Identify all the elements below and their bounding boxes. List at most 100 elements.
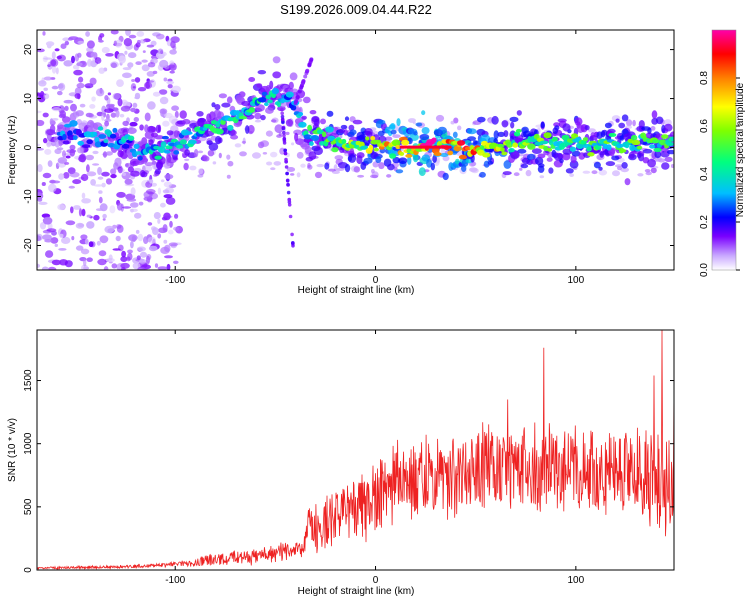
- heatmap-noise-cell: [162, 120, 170, 127]
- heatmap-ridge-cell: [512, 142, 519, 148]
- heatmap-halo-cell: [598, 166, 603, 171]
- heatmap-ridge-cell: [670, 136, 674, 142]
- spectrogram-heatmap: [37, 30, 674, 270]
- heatmap-noise-cell: [164, 244, 171, 253]
- heatmap-field-cell: [670, 164, 674, 168]
- heatmap-ridge-cell: [391, 139, 401, 147]
- heatmap-halo-cell: [503, 160, 512, 169]
- heatmap-halo-cell: [562, 123, 571, 132]
- snr-background: [37, 330, 674, 570]
- heatmap-halo-cell: [218, 93, 227, 99]
- heatmap-ridge-cell: [447, 150, 454, 156]
- heatmap-halo-cell: [154, 135, 165, 140]
- heatmap-tail-cell: [282, 137, 287, 141]
- heatmap-halo-cell: [538, 163, 545, 168]
- heatmap-halo-cell: [467, 136, 477, 141]
- heatmap-tail-cell: [281, 125, 286, 130]
- heatmap-noise-cell: [157, 218, 161, 224]
- heatmap-noise-cell: [127, 249, 133, 254]
- heatmap-noise-cell: [105, 178, 113, 185]
- heatmap-field-cell: [189, 165, 197, 171]
- heatmap-field-cell: [314, 171, 323, 179]
- heatmap-tail-cell: [280, 111, 285, 116]
- heatmap-ridge-cell: [389, 153, 397, 159]
- heatmap-noise-cell: [115, 235, 121, 242]
- heatmap-field-cell: [212, 161, 217, 165]
- heatmap-field-cell: [386, 174, 392, 178]
- heatmap-noise-cell: [153, 212, 161, 220]
- heatmap-noise-cell: [135, 229, 140, 234]
- heatmap-noise-cell: [73, 205, 81, 210]
- heatmap-ridge-cell: [546, 147, 553, 152]
- heatmap-halo-cell: [127, 166, 134, 173]
- heatmap-halo-cell: [621, 162, 628, 169]
- heatmap-noise-cell: [137, 266, 146, 270]
- heatmap-field-cell: [270, 119, 277, 123]
- heatmap-noise-cell: [59, 259, 68, 266]
- heatmap-noise-cell: [134, 212, 142, 219]
- colorbar-ticks: 0.0 0.2 0.4 0.6 0.8: [699, 71, 740, 277]
- heatmap-field-cell: [644, 169, 651, 173]
- heatmap-noise-cell: [62, 150, 66, 158]
- heatmap-halo-cell: [75, 110, 84, 117]
- heatmap-halo-cell: [387, 163, 395, 171]
- heatmap-halo-cell: [348, 124, 355, 131]
- heatmap-noise-cell: [41, 182, 46, 186]
- heatmap-noise-cell: [97, 258, 107, 266]
- heatmap-noise-cell: [43, 87, 48, 92]
- heatmap-ridge-cell: [264, 102, 269, 107]
- heatmap-noise-cell: [81, 192, 86, 199]
- heatmap-ridge-cell: [368, 144, 374, 151]
- heatmap-noise-cell: [91, 96, 96, 102]
- heatmap-halo-cell: [466, 128, 477, 135]
- heatmap-noise-cell: [112, 93, 121, 100]
- heatmap-halo-cell: [565, 168, 574, 174]
- heatmap-noise-cell: [50, 180, 61, 184]
- heatmap-noise-cell: [164, 112, 173, 119]
- heatmap-noise-cell: [128, 234, 138, 242]
- heatmap-noise-cell: [37, 164, 43, 173]
- heatmap-noise-cell: [94, 57, 102, 64]
- heatmap-noise-cell: [74, 53, 80, 62]
- heatmap-noise-cell: [75, 222, 85, 229]
- heatmap-noise-cell: [160, 202, 166, 208]
- heatmap-ridge-cell: [276, 100, 282, 108]
- heatmap-noise-cell: [137, 233, 144, 242]
- heatmap-halo-cell: [554, 125, 560, 131]
- heatmap-halo-cell: [148, 139, 154, 146]
- heatmap-noise-cell: [124, 105, 130, 109]
- heatmap-ridge-cell: [587, 152, 595, 157]
- heatmap-field-cell: [254, 119, 262, 123]
- heatmap-ridge-cell: [176, 144, 184, 149]
- colorbar-tick-label: 0.8: [699, 71, 710, 85]
- heatmap-noise-cell: [42, 31, 46, 36]
- heatmap-field-cell: [265, 130, 273, 137]
- heatmap-ridge-cell: [661, 134, 669, 140]
- heatmap-noise-cell: [97, 167, 102, 175]
- heatmap-ridge-cell: [608, 132, 617, 137]
- heatmap-halo-cell: [226, 96, 233, 104]
- spectrogram-y-ticks: -20 -10 0 10 20: [23, 44, 674, 253]
- heatmap-field-cell: [226, 174, 231, 179]
- heatmap-noise-cell: [147, 101, 156, 110]
- heatmap-noise-cell: [168, 242, 178, 247]
- snr-y-tick-label: 500: [23, 498, 34, 515]
- heatmap-halo-cell: [122, 120, 129, 127]
- heatmap-halo-cell: [412, 153, 419, 163]
- heatmap-noise-cell: [99, 203, 108, 212]
- heatmap-field-cell: [471, 168, 479, 174]
- heatmap-ridge-cell: [298, 121, 307, 128]
- heatmap-halo-cell: [183, 162, 189, 171]
- heatmap-ridge-cell: [653, 147, 662, 152]
- heatmap-halo-cell: [503, 130, 509, 138]
- heatmap-halo-cell: [260, 114, 266, 121]
- heatmap-noise-cell: [148, 245, 158, 252]
- heatmap-noise-cell: [163, 77, 168, 82]
- heatmap-noise-cell: [88, 241, 94, 248]
- heatmap-noise-cell: [152, 91, 161, 97]
- heatmap-ridge-cell: [321, 131, 327, 138]
- heatmap-noise-cell: [128, 52, 137, 59]
- heatmap-field-cell: [291, 142, 295, 146]
- heatmap-noise-cell: [110, 168, 117, 175]
- heatmap-noise-cell: [72, 179, 82, 185]
